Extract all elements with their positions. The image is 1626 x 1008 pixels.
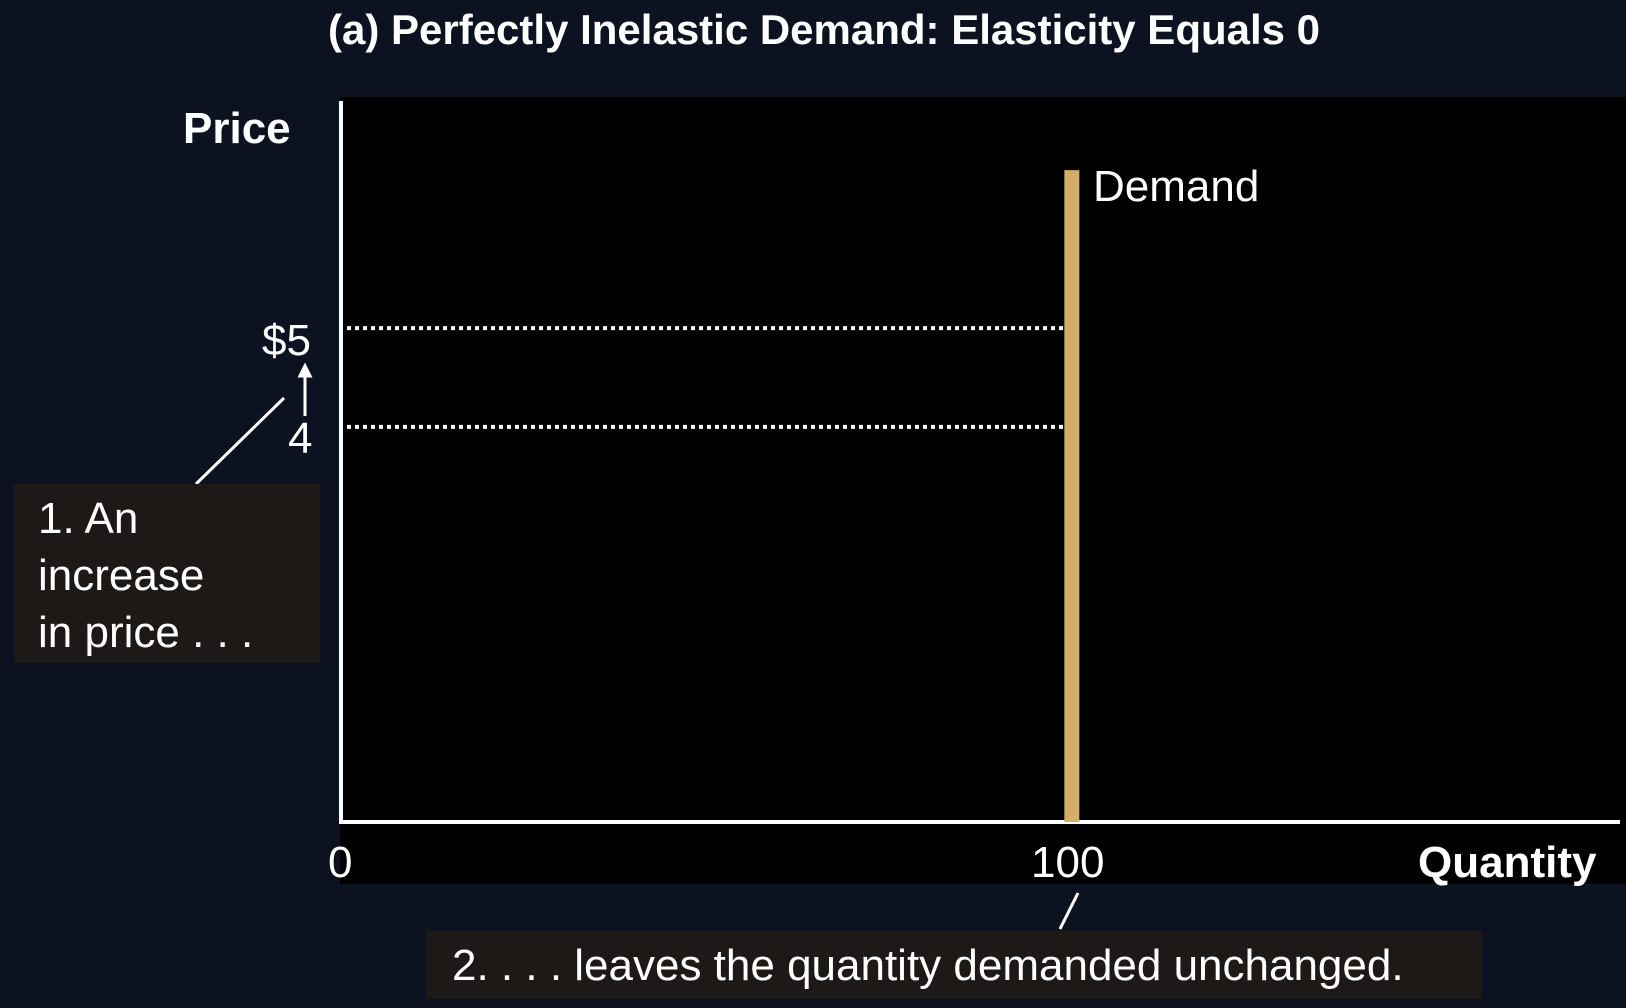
demand-series-label: Demand bbox=[1093, 162, 1260, 211]
x-tick-label-100: 100 bbox=[1031, 838, 1105, 887]
price-note-pointer bbox=[194, 396, 286, 486]
plot-area bbox=[340, 97, 1626, 884]
chart-title: (a) Perfectly Inelastic Demand: Elastici… bbox=[328, 6, 1321, 53]
x-axis-label: Quantity bbox=[1418, 838, 1597, 887]
price-increase-note: 1. An increase in price . . . bbox=[14, 484, 320, 663]
quantity-unchanged-note: 2. . . . leaves the quantity demanded un… bbox=[426, 931, 1482, 999]
quantity-note-pointer bbox=[1058, 892, 1080, 930]
y-tick-label-5: $5 bbox=[262, 316, 311, 365]
y-tick-label-4: 4 bbox=[288, 414, 313, 463]
y-axis-label: Price bbox=[183, 104, 291, 153]
x-origin-tick-label: 0 bbox=[328, 838, 353, 887]
